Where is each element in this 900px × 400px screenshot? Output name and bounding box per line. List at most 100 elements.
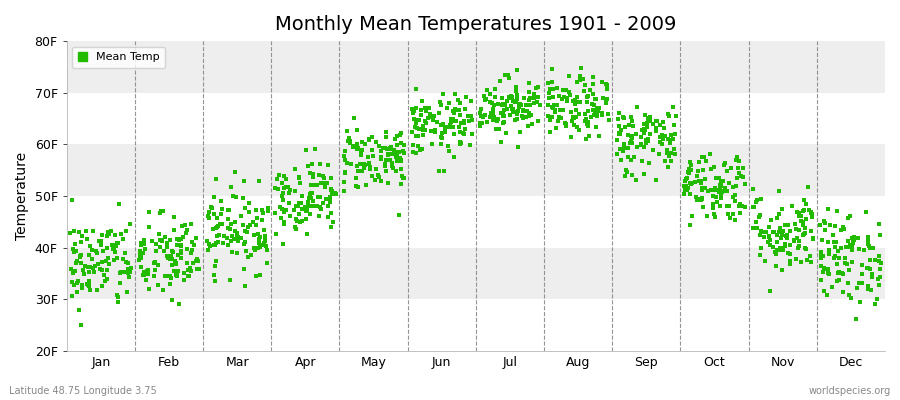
Point bbox=[406, 149, 420, 156]
Point bbox=[292, 200, 306, 206]
Point bbox=[610, 115, 625, 122]
Point bbox=[317, 180, 331, 186]
Point bbox=[283, 187, 297, 194]
Point bbox=[210, 233, 224, 240]
Point bbox=[854, 280, 868, 286]
Point bbox=[81, 264, 95, 270]
Point bbox=[825, 284, 840, 290]
Point bbox=[497, 112, 511, 119]
Point bbox=[133, 242, 148, 248]
Point bbox=[700, 213, 715, 219]
Point bbox=[137, 237, 151, 244]
Point bbox=[67, 282, 81, 289]
Point bbox=[340, 127, 355, 134]
Point bbox=[175, 223, 189, 229]
Point bbox=[634, 142, 649, 148]
Point bbox=[220, 242, 235, 249]
Point bbox=[365, 134, 380, 140]
Point bbox=[634, 134, 648, 140]
Point bbox=[290, 217, 304, 224]
Point bbox=[630, 144, 644, 150]
Point bbox=[733, 201, 747, 208]
Point bbox=[836, 270, 850, 277]
Point bbox=[591, 108, 606, 114]
Point bbox=[136, 241, 150, 248]
Point bbox=[323, 196, 338, 203]
Point bbox=[613, 129, 627, 136]
Point bbox=[818, 220, 832, 226]
Point bbox=[829, 239, 843, 246]
Point bbox=[684, 181, 698, 187]
Point bbox=[308, 145, 322, 152]
Point bbox=[122, 274, 137, 280]
Point bbox=[74, 322, 88, 328]
Point bbox=[845, 234, 859, 241]
Point bbox=[714, 181, 728, 188]
Point bbox=[276, 241, 291, 247]
Point bbox=[202, 242, 217, 249]
Point bbox=[244, 252, 258, 258]
Point bbox=[229, 194, 243, 200]
Point bbox=[736, 165, 751, 172]
Point bbox=[497, 118, 511, 125]
Point bbox=[573, 99, 588, 105]
Point bbox=[655, 118, 670, 125]
Point bbox=[257, 226, 272, 233]
Point bbox=[625, 172, 639, 178]
Point bbox=[770, 263, 784, 270]
Point bbox=[640, 120, 654, 126]
Point bbox=[796, 197, 811, 203]
Point bbox=[184, 220, 198, 227]
Point bbox=[589, 124, 603, 130]
Point bbox=[590, 113, 605, 119]
Point bbox=[256, 240, 271, 246]
Point bbox=[230, 232, 245, 238]
Point bbox=[357, 162, 372, 168]
Point bbox=[572, 76, 587, 83]
Point bbox=[137, 268, 151, 275]
Point bbox=[753, 245, 768, 251]
Point bbox=[153, 210, 167, 216]
Point bbox=[380, 146, 394, 153]
Point bbox=[282, 200, 296, 206]
Point bbox=[806, 236, 821, 242]
Point bbox=[212, 239, 226, 245]
Point bbox=[396, 175, 410, 181]
Point bbox=[797, 230, 812, 236]
Point bbox=[789, 256, 804, 262]
Point bbox=[189, 234, 203, 241]
Point bbox=[774, 235, 788, 241]
Point bbox=[209, 176, 223, 183]
Point bbox=[851, 280, 866, 287]
Point bbox=[110, 292, 124, 298]
Point bbox=[110, 240, 124, 246]
Point bbox=[846, 238, 860, 244]
Point bbox=[163, 236, 177, 243]
Point bbox=[776, 228, 790, 234]
Point bbox=[163, 273, 177, 279]
Point bbox=[366, 153, 381, 159]
Point bbox=[464, 142, 478, 148]
Point bbox=[763, 216, 778, 223]
Point bbox=[763, 288, 778, 294]
Point bbox=[418, 105, 432, 111]
Point bbox=[817, 266, 832, 273]
Point bbox=[416, 122, 430, 129]
Point bbox=[457, 106, 472, 112]
Point bbox=[353, 160, 367, 167]
Point bbox=[417, 127, 431, 134]
Point bbox=[165, 248, 179, 254]
Point bbox=[576, 76, 590, 82]
Point bbox=[863, 245, 878, 251]
Point bbox=[595, 79, 609, 86]
Point bbox=[506, 108, 520, 115]
Point bbox=[716, 178, 730, 184]
Point bbox=[728, 217, 742, 223]
Point bbox=[841, 280, 855, 286]
Point bbox=[662, 153, 676, 160]
Point bbox=[74, 260, 88, 266]
Point bbox=[747, 204, 761, 211]
Point bbox=[513, 101, 527, 107]
Point bbox=[371, 172, 385, 178]
Point bbox=[170, 252, 184, 258]
